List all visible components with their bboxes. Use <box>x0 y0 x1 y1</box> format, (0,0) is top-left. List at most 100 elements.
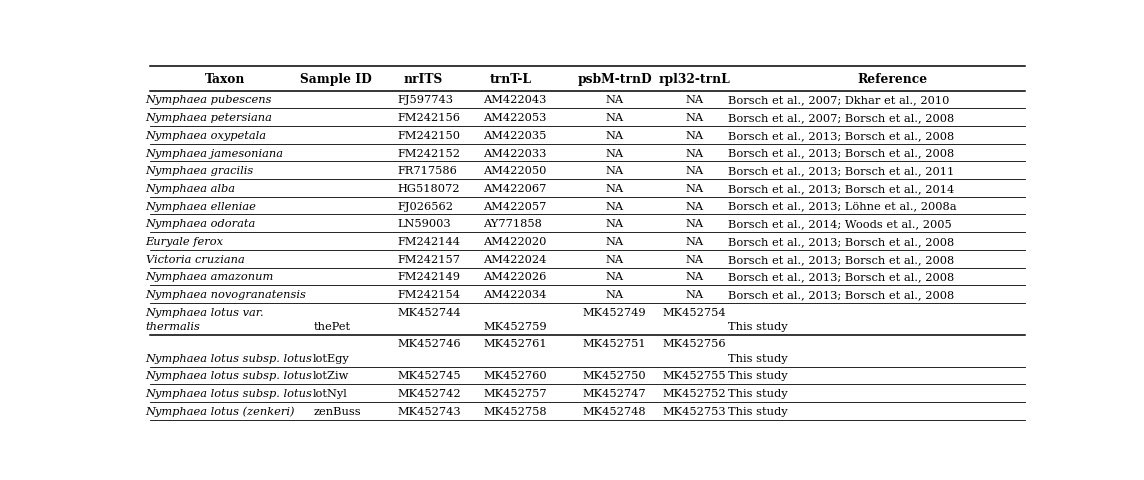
Text: AM422033: AM422033 <box>484 148 547 158</box>
Text: This study: This study <box>729 388 788 398</box>
Text: This study: This study <box>729 406 788 416</box>
Text: NA: NA <box>605 254 623 264</box>
Text: MK452754: MK452754 <box>662 307 726 317</box>
Text: MK452753: MK452753 <box>662 406 726 416</box>
Text: Borsch et al., 2013; Borsch et al., 2008: Borsch et al., 2013; Borsch et al., 2008 <box>729 289 954 300</box>
Text: NA: NA <box>605 131 623 141</box>
Text: MK452742: MK452742 <box>397 388 461 398</box>
Text: FM242150: FM242150 <box>397 131 460 141</box>
Text: thePet: thePet <box>313 322 350 332</box>
Text: NA: NA <box>685 183 704 193</box>
Text: psbM-trnD: psbM-trnD <box>578 72 652 85</box>
Text: Victoria cruziana: Victoria cruziana <box>145 254 245 264</box>
Text: Nymphaea petersiana: Nymphaea petersiana <box>145 113 272 123</box>
Text: AM422053: AM422053 <box>484 113 547 123</box>
Text: MK452746: MK452746 <box>397 339 461 348</box>
Text: MK452759: MK452759 <box>484 322 547 332</box>
Text: NA: NA <box>605 183 623 193</box>
Text: MK452750: MK452750 <box>582 371 646 381</box>
Text: AM422035: AM422035 <box>484 131 547 141</box>
Text: MK452761: MK452761 <box>484 339 547 348</box>
Text: MK452760: MK452760 <box>484 371 547 381</box>
Text: Nymphaea amazonum: Nymphaea amazonum <box>145 272 273 282</box>
Text: FM242154: FM242154 <box>397 289 460 300</box>
Text: Nymphaea jamesoniana: Nymphaea jamesoniana <box>145 148 284 158</box>
Text: MK452744: MK452744 <box>397 307 461 317</box>
Text: Euryale ferox: Euryale ferox <box>145 237 224 247</box>
Text: Borsch et al., 2014; Woods et al., 2005: Borsch et al., 2014; Woods et al., 2005 <box>729 219 952 229</box>
Text: MK452757: MK452757 <box>484 388 547 398</box>
Text: AM422043: AM422043 <box>484 95 547 105</box>
Text: AM422050: AM422050 <box>484 166 547 176</box>
Text: Borsch et al., 2013; Borsch et al., 2008: Borsch et al., 2013; Borsch et al., 2008 <box>729 254 954 264</box>
Text: LN59003: LN59003 <box>397 219 451 229</box>
Text: NA: NA <box>685 113 704 123</box>
Text: Borsch et al., 2013; Borsch et al., 2014: Borsch et al., 2013; Borsch et al., 2014 <box>729 183 954 193</box>
Text: NA: NA <box>685 289 704 300</box>
Text: AM422067: AM422067 <box>484 183 547 193</box>
Text: FM242144: FM242144 <box>397 237 460 247</box>
Text: Sample ID: Sample ID <box>301 72 372 85</box>
Text: Borsch et al., 2013; Borsch et al., 2008: Borsch et al., 2013; Borsch et al., 2008 <box>729 272 954 282</box>
Text: lotEgy: lotEgy <box>313 353 350 363</box>
Text: AY771858: AY771858 <box>484 219 542 229</box>
Text: NA: NA <box>685 254 704 264</box>
Text: NA: NA <box>605 95 623 105</box>
Text: This study: This study <box>729 371 788 381</box>
Text: Nymphaea lotus (zenkeri): Nymphaea lotus (zenkeri) <box>145 406 295 416</box>
Text: FM242156: FM242156 <box>397 113 460 123</box>
Text: AM422057: AM422057 <box>484 201 547 211</box>
Text: NA: NA <box>605 166 623 176</box>
Text: Nymphaea lotus subsp. lotus: Nymphaea lotus subsp. lotus <box>145 388 312 398</box>
Text: NA: NA <box>685 201 704 211</box>
Text: Taxon: Taxon <box>205 72 245 85</box>
Text: NA: NA <box>685 272 704 282</box>
Text: NA: NA <box>685 131 704 141</box>
Text: lotZiw: lotZiw <box>313 371 350 381</box>
Text: Nymphaea odorata: Nymphaea odorata <box>145 219 256 229</box>
Text: MK452758: MK452758 <box>484 406 547 416</box>
Text: Nymphaea lotus var.: Nymphaea lotus var. <box>145 307 264 317</box>
Text: MK452755: MK452755 <box>662 371 726 381</box>
Text: Nymphaea elleniae: Nymphaea elleniae <box>145 201 256 211</box>
Text: Nymphaea gracilis: Nymphaea gracilis <box>145 166 254 176</box>
Text: NA: NA <box>605 272 623 282</box>
Text: AM422020: AM422020 <box>484 237 547 247</box>
Text: NA: NA <box>685 148 704 158</box>
Text: HG518072: HG518072 <box>397 183 460 193</box>
Text: Nymphaea lotus subsp. lotus: Nymphaea lotus subsp. lotus <box>145 353 312 363</box>
Text: Nymphaea alba: Nymphaea alba <box>145 183 236 193</box>
Text: NA: NA <box>685 166 704 176</box>
Text: NA: NA <box>605 148 623 158</box>
Text: MK452745: MK452745 <box>397 371 461 381</box>
Text: MK452751: MK452751 <box>582 339 646 348</box>
Text: MK452752: MK452752 <box>662 388 726 398</box>
Text: NA: NA <box>605 237 623 247</box>
Text: zenBuss: zenBuss <box>313 406 360 416</box>
Text: nrITS: nrITS <box>404 72 443 85</box>
Text: lotNyl: lotNyl <box>313 388 348 398</box>
Text: MK452747: MK452747 <box>582 388 646 398</box>
Text: NA: NA <box>605 201 623 211</box>
Text: FM242157: FM242157 <box>397 254 460 264</box>
Text: This study: This study <box>729 353 788 363</box>
Text: Borsch et al., 2013; Borsch et al., 2008: Borsch et al., 2013; Borsch et al., 2008 <box>729 148 954 158</box>
Text: Borsch et al., 2013; Borsch et al., 2008: Borsch et al., 2013; Borsch et al., 2008 <box>729 237 954 247</box>
Text: NA: NA <box>685 219 704 229</box>
Text: Nymphaea oxypetala: Nymphaea oxypetala <box>145 131 267 141</box>
Text: Nymphaea novogranatensis: Nymphaea novogranatensis <box>145 289 307 300</box>
Text: NA: NA <box>605 113 623 123</box>
Text: Nymphaea pubescens: Nymphaea pubescens <box>145 95 272 105</box>
Text: AM422024: AM422024 <box>484 254 547 264</box>
Text: Borsch et al., 2007; Dkhar et al., 2010: Borsch et al., 2007; Dkhar et al., 2010 <box>729 95 950 105</box>
Text: Borsch et al., 2013; Löhne et al., 2008a: Borsch et al., 2013; Löhne et al., 2008a <box>729 201 956 211</box>
Text: Borsch et al., 2007; Borsch et al., 2008: Borsch et al., 2007; Borsch et al., 2008 <box>729 113 954 123</box>
Text: NA: NA <box>685 237 704 247</box>
Text: AM422026: AM422026 <box>484 272 547 282</box>
Text: Reference: Reference <box>857 72 928 85</box>
Text: FR717586: FR717586 <box>397 166 458 176</box>
Text: thermalis: thermalis <box>145 322 200 332</box>
Text: Borsch et al., 2013; Borsch et al., 2011: Borsch et al., 2013; Borsch et al., 2011 <box>729 166 954 176</box>
Text: NA: NA <box>685 95 704 105</box>
Text: AM422034: AM422034 <box>484 289 547 300</box>
